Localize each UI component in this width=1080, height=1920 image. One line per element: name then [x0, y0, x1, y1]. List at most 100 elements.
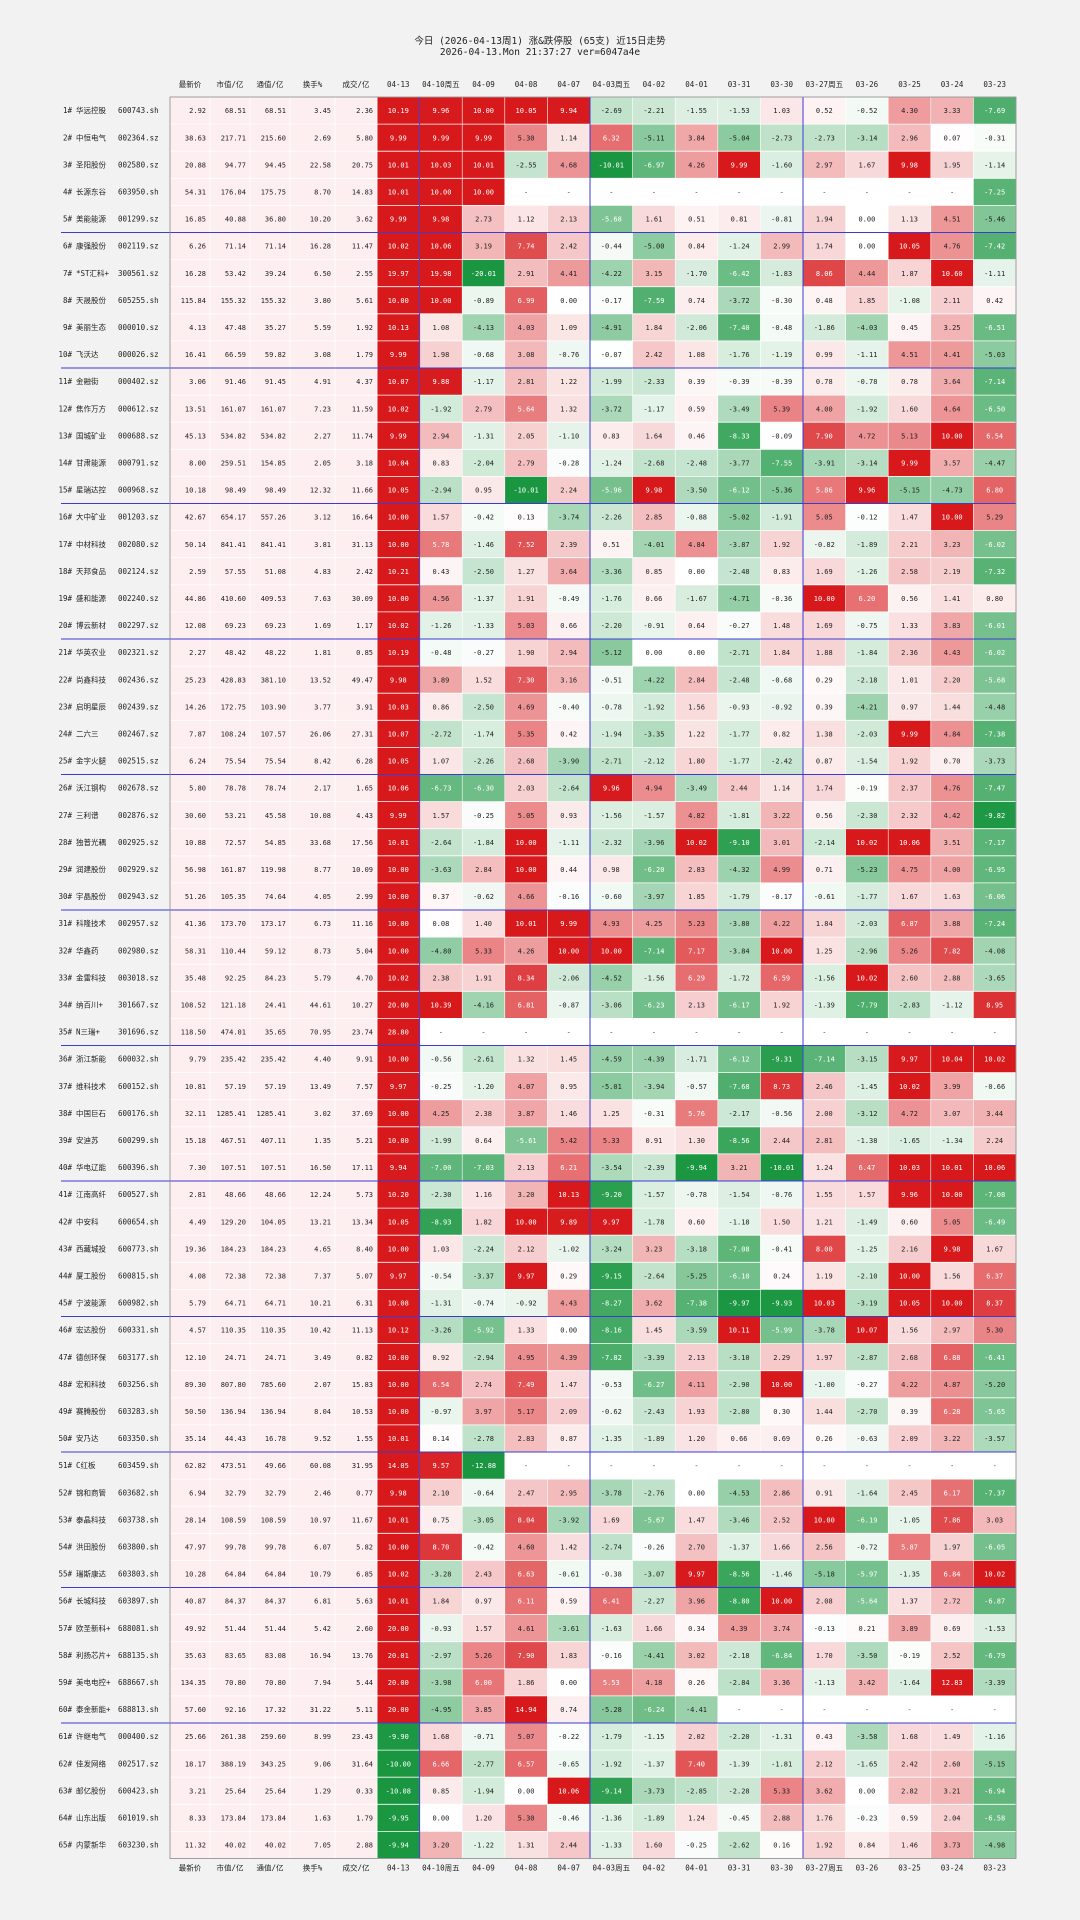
stock-code: 600773.sh	[118, 1244, 159, 1253]
heat-cell	[419, 1153, 463, 1181]
heat-cell-label: -0.48	[771, 324, 792, 332]
heat-cell	[675, 151, 718, 179]
heat-cell	[547, 1424, 590, 1452]
stock-code: 603350.sh	[118, 1434, 159, 1443]
info-cell: 24.41	[265, 1001, 286, 1009]
heat-cell-label: 2.39	[560, 541, 577, 549]
heat-cell-label: 0.70	[944, 758, 961, 766]
stock-code: 600152.sh	[118, 1082, 159, 1091]
info-cell: 119.98	[261, 866, 286, 874]
heat-cell	[419, 1370, 463, 1398]
heat-cell	[590, 882, 633, 910]
heat-cell	[675, 313, 718, 341]
heat-cell-label: -	[950, 1462, 954, 1470]
heat-cell-label: -2.73	[771, 134, 792, 142]
heat-cell-label: -	[694, 1029, 698, 1037]
info-cell: 32.11	[185, 1110, 206, 1118]
info-cell: 4.83	[314, 568, 331, 576]
heat-cell-label: -3.37	[473, 1272, 494, 1280]
info-cell: 8.42	[314, 758, 331, 766]
heat-cell	[547, 1343, 590, 1371]
heat-cell-label: 0.51	[688, 216, 705, 224]
heat-cell	[590, 1289, 633, 1317]
heat-cell-label: -0.42	[473, 1543, 494, 1551]
heat-cell-label: 1.90	[518, 649, 535, 657]
info-cell: 98.49	[265, 487, 286, 495]
heat-cell	[547, 313, 590, 341]
heat-cell	[888, 1777, 931, 1805]
info-cell: 10.18	[185, 487, 206, 495]
heat-cell	[845, 476, 889, 504]
heat-cell-label: 2.43	[475, 1571, 492, 1579]
heat-cell-label: 0.75	[432, 1516, 449, 1524]
heat-cell	[675, 584, 718, 612]
heat-cell-label: 2.58	[901, 568, 918, 576]
heat-cell	[590, 1181, 633, 1209]
heat-cell	[760, 1750, 803, 1778]
row-rank: 18#	[58, 567, 72, 576]
heat-cell-label: 2.19	[944, 568, 961, 576]
stock-name: 天晟股份	[76, 295, 106, 305]
heat-cell	[803, 124, 846, 152]
heat-cell-label: -4.95	[430, 1706, 451, 1714]
heat-cell-label: 1.56	[944, 1272, 961, 1280]
info-cell: 161.87	[221, 866, 246, 874]
heat-cell	[675, 937, 718, 965]
heat-cell	[419, 368, 463, 396]
heat-cell-label: 0.26	[816, 1435, 833, 1443]
stock-code: 600176.sh	[118, 1109, 159, 1118]
heat-cell-label: -7.14	[643, 947, 664, 955]
heat-cell	[888, 151, 931, 179]
heat-cell-label: 5.64	[518, 405, 535, 413]
heat-cell	[632, 584, 676, 612]
heat-cell	[462, 1831, 505, 1859]
heat-cell-label: -8.56	[729, 1137, 750, 1145]
heat-cell	[675, 1099, 718, 1127]
heat-cell-label: 7.52	[518, 541, 535, 549]
info-cell: 473.51	[221, 1462, 246, 1470]
heat-cell	[504, 1668, 548, 1696]
stock-name: 三利谱	[76, 810, 99, 820]
heat-cell	[632, 1533, 676, 1561]
heat-cell-label: -7.69	[984, 107, 1005, 115]
heat-cell	[760, 1723, 803, 1751]
heat-cell-label: 10.13	[388, 324, 409, 332]
heat-cell	[462, 1370, 505, 1398]
heat-cell	[547, 1262, 590, 1290]
footer-date-column-label: 03-26	[856, 1864, 879, 1873]
info-cell: 75.54	[225, 758, 246, 766]
heat-cell-label: -3.72	[601, 405, 622, 413]
heat-cell-empty	[845, 178, 889, 206]
heat-cell	[590, 1587, 633, 1615]
heat-cell-label: 2.60	[944, 1760, 961, 1768]
info-cell: 15.18	[185, 1137, 206, 1145]
info-cell: 74.64	[265, 893, 286, 901]
footer-date-column-label: 04-03周五	[593, 1864, 631, 1873]
heat-cell	[973, 340, 1016, 368]
heat-cell-empty	[803, 178, 846, 206]
heat-cell-label: 1.09	[560, 324, 577, 332]
info-cell: 154.85	[261, 459, 286, 467]
heat-cell-label: -2.06	[558, 974, 579, 982]
heat-cell-label: -1.92	[856, 405, 877, 413]
heat-cell-label: 1.92	[816, 1842, 833, 1850]
heat-cell-label: 0.98	[603, 866, 620, 874]
heat-cell	[504, 937, 548, 965]
heat-cell-label: 1.16	[475, 1191, 492, 1199]
heat-cell	[675, 828, 718, 856]
stock-code: 002678.sz	[118, 784, 159, 793]
heat-cell	[632, 1668, 676, 1696]
heat-cell-label: 9.94	[560, 107, 577, 115]
heat-cell	[973, 205, 1016, 233]
heat-cell	[888, 611, 931, 639]
heat-cell	[888, 1668, 931, 1696]
stock-name: 科隆技术	[76, 918, 106, 928]
heat-cell-label: -1.81	[729, 812, 750, 820]
heat-cell	[973, 1208, 1016, 1236]
heat-cell	[717, 666, 761, 694]
info-cell: 173.17	[261, 920, 286, 928]
heat-cell-label: -7.32	[984, 568, 1005, 576]
heat-cell	[547, 1045, 590, 1073]
heat-cell-label: 3.44	[986, 1110, 1003, 1118]
heat-cell-label: 0.44	[560, 866, 577, 874]
